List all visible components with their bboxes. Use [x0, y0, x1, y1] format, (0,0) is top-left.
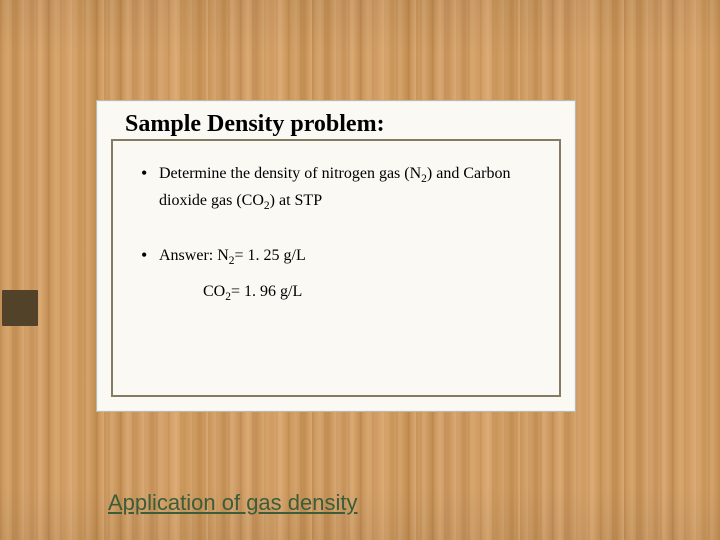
gas-density-link[interactable]: Application of gas density [108, 490, 358, 516]
bullet-dot-icon: • [141, 245, 159, 265]
slide-title: Sample Density problem: [125, 111, 385, 138]
content-card: Sample Density problem: • Determine the … [96, 100, 576, 412]
answer-line-2: CO2= 1. 96 g/L [203, 283, 547, 303]
left-accent-strip [2, 290, 38, 326]
bullet-item: • Answer: N2= 1. 25 g/L [141, 245, 547, 272]
bullet-text: Determine the density of nitrogen gas (N… [159, 163, 547, 217]
bullet-text: Answer: N2= 1. 25 g/L [159, 245, 306, 272]
bullet-list: • Determine the density of nitrogen gas … [141, 163, 547, 303]
bullet-dot-icon: • [141, 163, 159, 183]
bullet-item: • Determine the density of nitrogen gas … [141, 163, 547, 217]
